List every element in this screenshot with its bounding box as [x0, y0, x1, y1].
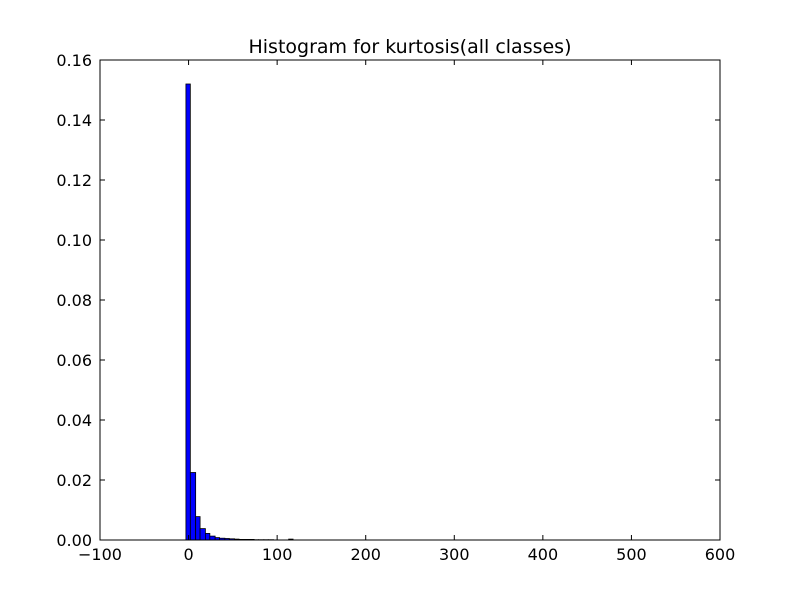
y-tick-label: 0.02	[56, 471, 92, 490]
y-tick-label: 0.10	[56, 231, 92, 250]
y-tick-label: 0.08	[56, 291, 92, 310]
y-axis-tick-labels: 0.00 0.02 0.04 0.06 0.08 0.10 0.12 0.14 0.16	[56, 51, 92, 550]
y-tick-label: 0.04	[56, 411, 92, 430]
histogram-bar	[209, 535, 216, 541]
x-tick-label: 200	[350, 545, 381, 564]
y-tick-label: 0.12	[56, 171, 92, 190]
histogram-bars	[185, 83, 294, 541]
x-tick-label: 100	[262, 545, 293, 564]
x-tick-label: 400	[528, 545, 559, 564]
y-tick-label: 0.06	[56, 351, 92, 370]
x-tick-label: −100	[78, 545, 122, 564]
histogram-bar	[189, 472, 197, 541]
x-tick-label: 600	[705, 545, 736, 564]
x-tick-label: 0	[183, 545, 193, 564]
y-tick-label: 0.16	[56, 51, 92, 70]
histogram-bar	[195, 516, 201, 541]
y-tick-label: 0.14	[56, 111, 92, 130]
x-tick-label: 500	[616, 545, 647, 564]
histogram-bar	[204, 533, 211, 541]
histogram-bar	[199, 528, 206, 541]
x-tick-label: 300	[439, 545, 470, 564]
x-axis-tick-labels: −100 0 100 200 300 400 500 600	[78, 545, 735, 564]
histogram-bar	[185, 83, 191, 541]
chart-title: Histogram for kurtosis(all classes)	[248, 36, 571, 58]
plot-frame	[99, 59, 721, 541]
y-tick-label: 0.00	[56, 531, 92, 550]
